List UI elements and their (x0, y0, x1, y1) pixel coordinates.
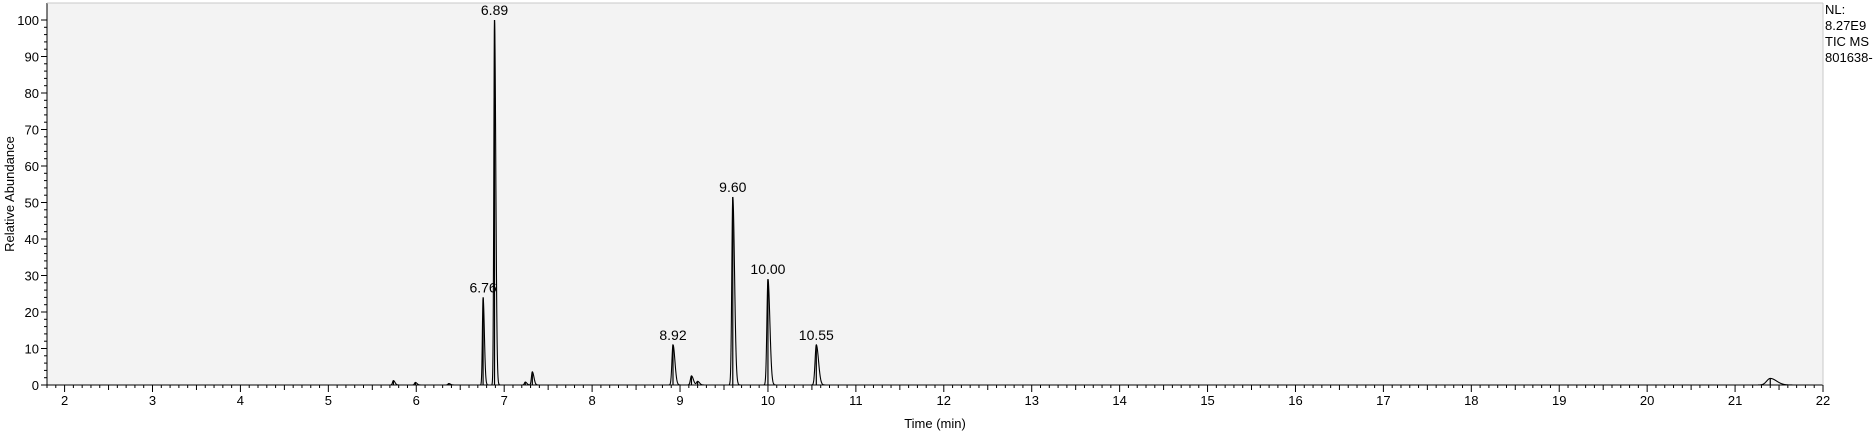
x-tick-label: 16 (1288, 393, 1302, 408)
x-tick-label: 11 (849, 393, 863, 408)
x-tick-label: 19 (1552, 393, 1566, 408)
peak-label: 6.89 (481, 2, 508, 18)
y-axis-title: Relative Abundance (2, 136, 17, 252)
x-tick-label: 7 (501, 393, 508, 408)
info-file-name: 801638- (1825, 50, 1873, 65)
y-tick-label: 20 (25, 305, 39, 320)
scan-info-panel: NL: 8.27E9 TIC MS 801638- (1825, 2, 1875, 66)
info-scan-filter: TIC MS (1825, 34, 1870, 49)
y-tick-label: 90 (25, 50, 39, 65)
peak-labels: 6.76 6.89 8.92 9.60 10.00 10.55 (469, 2, 834, 343)
y-tick-label: 40 (25, 232, 39, 247)
axis-ticks: 2 3 4 5 6 7 8 9 10 11 12 13 14 15 16 17 18 19 20 21 22 0 10 20 3… (17, 13, 1830, 408)
y-tick-label: 100 (17, 13, 39, 28)
plot-area (47, 3, 1823, 385)
x-tick-label: 8 (588, 393, 595, 408)
y-tick-label: 10 (25, 342, 39, 357)
x-tick-label: 4 (237, 393, 244, 408)
x-tick-label: 10 (761, 393, 775, 408)
info-nl-label: NL: (1825, 2, 1846, 17)
x-tick-label: 5 (325, 393, 332, 408)
y-tick-label: 60 (25, 159, 39, 174)
x-tick-label: 20 (1640, 393, 1654, 408)
y-tick-label: 70 (25, 123, 39, 138)
x-tick-label: 3 (149, 393, 156, 408)
peak-label: 8.92 (659, 327, 686, 343)
x-tick-label: 14 (1112, 393, 1126, 408)
peak-label: 6.76 (469, 279, 496, 295)
peak-label: 10.00 (750, 261, 785, 277)
y-tick-label: 30 (25, 269, 39, 284)
x-axis-title: Time (min) (904, 416, 966, 431)
y-tick-label: 50 (25, 196, 39, 211)
x-tick-label: 17 (1376, 393, 1390, 408)
x-tick-label: 6 (413, 393, 420, 408)
x-tick-label: 18 (1464, 393, 1478, 408)
x-tick-label: 21 (1728, 393, 1742, 408)
x-tick-label: 15 (1200, 393, 1214, 408)
x-tick-label: 13 (1024, 393, 1038, 408)
peak-label: 10.55 (799, 327, 834, 343)
y-tick-label: 0 (32, 378, 39, 393)
axes (46, 2, 1824, 386)
x-tick-label: 22 (1816, 393, 1830, 408)
x-tick-label: 9 (676, 393, 683, 408)
y-tick-label: 80 (25, 86, 39, 101)
peak-label: 9.60 (719, 179, 746, 195)
x-tick-label: 12 (937, 393, 951, 408)
x-tick-label: 2 (61, 393, 68, 408)
info-nl-value: 8.27E9 (1825, 18, 1867, 33)
